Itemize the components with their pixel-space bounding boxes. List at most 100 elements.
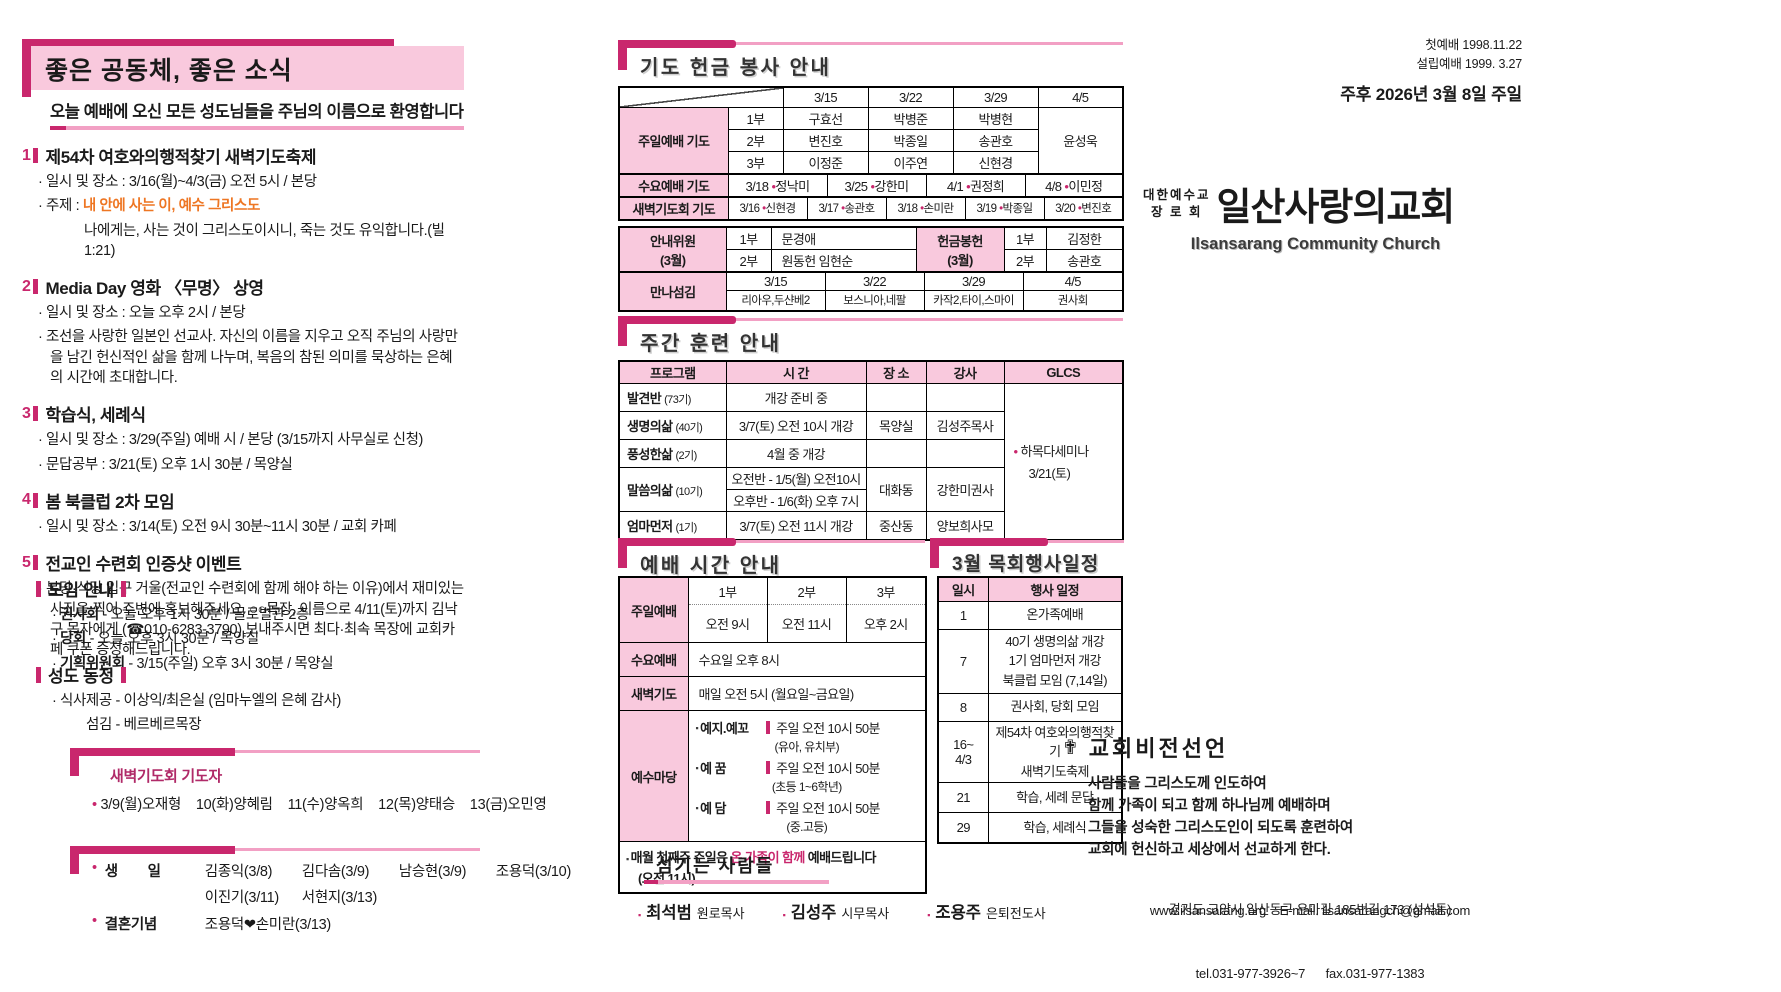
section-title: 기도 헌금 봉사 안내 bbox=[640, 57, 832, 79]
notice-title: 5 전교인 수련회 인증샷 이벤트 bbox=[22, 550, 464, 575]
table-row: 주일예배 기도 1부 구효선 박병준 박병현 윤성욱 bbox=[618, 106, 1124, 174]
bullet-icon: • bbox=[841, 203, 845, 215]
notice-line: · 일시 및 장소 : 3/14(토) 오전 9시 30분~11시 30분 / … bbox=[38, 518, 397, 535]
theme-label: · 주제 : bbox=[38, 198, 83, 215]
row-label: 수요예배 기도 bbox=[618, 173, 729, 197]
time-cell: 오전반 - 1/5(월) 오전10시 bbox=[725, 467, 867, 490]
row-label: 주일예배 기도 bbox=[618, 106, 729, 174]
servant-name: 조용주 bbox=[935, 904, 981, 922]
pink-bar-icon bbox=[766, 721, 771, 734]
event-day: 16~ 4/3 bbox=[937, 720, 989, 783]
row-label: 수요예배 bbox=[618, 642, 689, 677]
column-header: 프로그램 bbox=[618, 360, 727, 384]
anniversary-row: • 결혼기념 조용덕❤손미란(3/13) bbox=[92, 913, 480, 934]
family-worship-note: ▪ 매월 첫째주 주일은 온 가족이 함께 예배드립니다 (오전 11시) bbox=[618, 841, 927, 894]
event-line: 학습, 세례식 bbox=[1023, 819, 1087, 835]
meeting-item: · 당회 - 오늘 오후 3시 30분 / 목양실 bbox=[52, 629, 476, 649]
section-march-schedule: 3월 목회행사일정 bbox=[930, 538, 1124, 575]
bullet-icon: • bbox=[870, 178, 875, 194]
teacher-cell: 양보희사모 bbox=[925, 511, 1005, 540]
event-line: 학습, 세례 문답 bbox=[1016, 789, 1094, 805]
servant-role: 시무목사 bbox=[841, 906, 890, 921]
pink-bar-icon bbox=[766, 801, 771, 814]
name: 송관호 bbox=[844, 203, 876, 215]
header-row: 프로그램 시 간 장 소 강사 GLCS bbox=[618, 360, 1124, 384]
saints-news-section: 성도 동정 · 식사제공 - 이상익/최은실 (임마누엘의 은혜 감사) 섬김 … bbox=[36, 662, 476, 736]
event-row: 8 권사회, 당회 모임 bbox=[937, 692, 1123, 722]
servant-item: ▪ 최석범 원로목사 bbox=[638, 899, 745, 923]
founding-service-date: 설립예배 1999. 3.27 bbox=[1416, 57, 1522, 72]
name-cell: 원동헌 임현순 bbox=[770, 249, 917, 273]
decorative-bar bbox=[70, 748, 480, 776]
meeting-detail: - 오늘 오후 1시 30분 / 글로벌관 2층 bbox=[98, 607, 310, 623]
name-cell: 김정한 bbox=[1045, 226, 1124, 250]
notice-title-text: 학습식, 세례식 bbox=[45, 406, 146, 426]
names-text: 3/9(월)오재형 10(화)양혜림 11(수)양옥희 12(목)양태승 13(… bbox=[100, 797, 547, 813]
part-cell: 2부 bbox=[727, 128, 784, 152]
column-header: 장 소 bbox=[865, 360, 927, 384]
notice-number-bar bbox=[32, 492, 38, 508]
table-row: 생명의삶 (40기) 3/7(토) 오전 10시 개강 목양실 김성주목사 bbox=[618, 411, 1123, 440]
row-label: 새벽기도회 기도 bbox=[618, 196, 729, 220]
service-part: 1부 bbox=[688, 578, 767, 605]
event-desc: 40기 생명의삶 개강 1기 엄마먼저 개강 북클럽 모임 (7,14일) bbox=[987, 628, 1123, 694]
bullet-icon: • bbox=[92, 860, 97, 876]
bullet-icon: • bbox=[92, 913, 97, 929]
date-cell: 3/29 bbox=[952, 86, 1039, 108]
part-cell: 1부 bbox=[725, 226, 772, 250]
section-weekly-training: 주간 훈련 안내 bbox=[618, 316, 1123, 355]
event-line: 1기 엄마먼저 개강 bbox=[1008, 653, 1102, 669]
manna-cell: 리아우,두샨베2 bbox=[725, 290, 826, 311]
notice-theme-line: · 주제 : 내 안에 사는 이, 예수 그리스도 bbox=[38, 196, 464, 216]
notice-number: 2 bbox=[22, 277, 31, 295]
program-cell: 발견반 (73기) bbox=[618, 383, 727, 412]
notice-number: 1 bbox=[22, 146, 31, 164]
event-row: 21 학습, 세례 문답 bbox=[937, 782, 1123, 813]
table-row: 오후반 - 1/6(화) 오후 7시 bbox=[619, 489, 1123, 512]
part-cell: 3부 bbox=[727, 150, 784, 174]
section-title: 주간 훈련 안내 bbox=[640, 333, 782, 355]
event-desc: 제54차 여호와의행적찾기 새벽기도축제 bbox=[987, 720, 1123, 783]
cross-icon: ✟ bbox=[1062, 736, 1082, 759]
event-line: 제54차 여호와의행적찾기 bbox=[995, 724, 1114, 760]
meeting-name: 권사회 bbox=[60, 607, 99, 623]
notice-title: 4 봄 북클럽 2차 모임 bbox=[22, 488, 464, 513]
event-desc: 온가족예배 bbox=[987, 600, 1123, 630]
vision-lines: 사람들을 그리스도께 인도하여 함께 가족이 되고 함께 하나님께 예배하며 그… bbox=[1088, 773, 1432, 861]
event-line: 북클럽 모임 (7,14일) bbox=[1002, 672, 1108, 688]
kids-service: ▪ 예지.예꼬 주일 오전 10시 50분 (유아, 유치부) bbox=[689, 718, 926, 755]
notice-number: 3 bbox=[22, 404, 31, 422]
anniversary-names: 조용덕❤손미란(3/13) bbox=[204, 917, 331, 933]
meetings-title: 모임 안내 bbox=[48, 581, 114, 600]
vision-title: 교회비전선언 bbox=[1088, 736, 1229, 761]
date: 3/16 bbox=[739, 203, 761, 215]
wednesday-prayer-table: 수요예배 기도 3/18 •정낙미 3/25 •강한미 4/1 •권정희 4/8… bbox=[618, 172, 1124, 198]
program-cell: 생명의삶 (40기) bbox=[618, 411, 727, 440]
date-cell: 3/22 bbox=[867, 86, 954, 108]
church-address-block: 경기도 고양시 일산동구 은마길 185번길 173 (성석동) tel.031… bbox=[1110, 856, 1510, 992]
notice-paragraph: · 조선을 사랑한 일본인 선교사. 자신의 이름을 지우고 오직 주님의 사랑… bbox=[38, 329, 458, 387]
first-service-date: 첫예배 1998.11.22 bbox=[1425, 38, 1522, 52]
notice-title-text: 봄 북클럽 2차 모임 bbox=[45, 492, 175, 512]
birthday-name: 남승현(3/9) bbox=[398, 864, 467, 880]
table-row: 리아우,두샨베2 보스니아,네팔 카작2,타이,스마이 권사회 bbox=[619, 290, 1124, 311]
notice-title: 1 제54차 여호와의행적찾기 새벽기도축제 bbox=[22, 143, 464, 168]
notice-3: 3 학습식, 세례식 · 일시 및 장소 : 3/29(주일) 예배 시 / 본당… bbox=[22, 401, 464, 475]
title-bar-icon bbox=[120, 666, 126, 683]
name: 손미란 bbox=[923, 203, 955, 215]
program-cohort: (10기) bbox=[675, 486, 703, 498]
name: 신현경 bbox=[765, 203, 797, 215]
vision-line: 함께 가족이 되고 함께 하나님께 예배하며 bbox=[1088, 798, 1331, 815]
dawn-roster-title: 새벽기도회 기도자 bbox=[110, 768, 222, 785]
date-cell: 4/5 bbox=[1022, 271, 1124, 291]
kids-service-line: ▪ 예 꿈 주일 오전 10시 50분 bbox=[689, 758, 926, 777]
header-accent-bar bbox=[22, 39, 31, 97]
service-time: 오전 9시 bbox=[705, 617, 750, 632]
title-bar-icon bbox=[36, 666, 41, 683]
good-news-header: 좋은 공동체, 좋은 소식 bbox=[22, 39, 464, 97]
place-cell: 대화동 bbox=[865, 467, 927, 512]
pink-bar-icon bbox=[766, 761, 771, 774]
name: 변진호 bbox=[1081, 203, 1112, 215]
bullet-icon: • bbox=[1064, 178, 1069, 194]
notice-number: 5 bbox=[22, 553, 31, 571]
